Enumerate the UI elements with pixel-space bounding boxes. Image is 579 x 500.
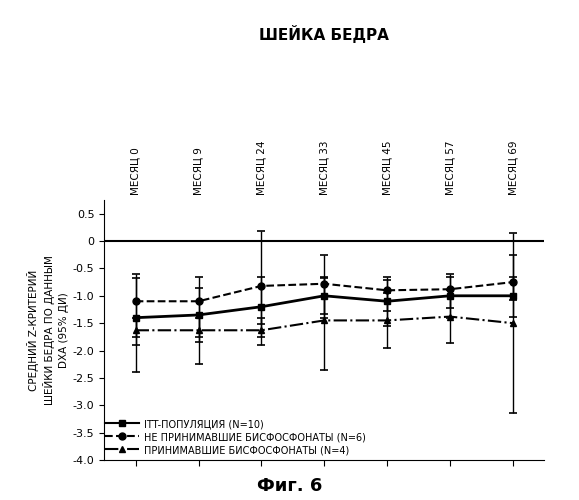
Text: МЕСЯЦ 0: МЕСЯЦ 0	[131, 147, 141, 195]
Text: МЕСЯЦ 24: МЕСЯЦ 24	[256, 140, 266, 195]
Text: МЕСЯЦ 33: МЕСЯЦ 33	[319, 140, 329, 195]
Text: Фиг. 6: Фиг. 6	[257, 477, 322, 495]
Text: ШЕЙКА БЕДРА: ШЕЙКА БЕДРА	[259, 25, 389, 43]
Y-axis label: СРЕДНИЙ Z-КРИТЕРИЙ
ШЕЙКИ БЕДРА ПО ДАННЫМ
DXA (95% ДИ): СРЕДНИЙ Z-КРИТЕРИЙ ШЕЙКИ БЕДРА ПО ДАННЫМ…	[27, 255, 68, 405]
Text: МЕСЯЦ 9: МЕСЯЦ 9	[193, 147, 203, 195]
Text: МЕСЯЦ 57: МЕСЯЦ 57	[445, 140, 455, 195]
Legend: ITT-ПОПУЛЯЦИЯ (N=10), НЕ ПРИНИМАВШИЕ БИСФОСФОНАТЫ (N=6), ПРИНИМАВШИЕ БИСФОСФОНАТ: ITT-ПОПУЛЯЦИЯ (N=10), НЕ ПРИНИМАВШИЕ БИС…	[105, 420, 365, 455]
Text: МЕСЯЦ 69: МЕСЯЦ 69	[508, 140, 518, 195]
Text: МЕСЯЦ 45: МЕСЯЦ 45	[382, 140, 392, 195]
